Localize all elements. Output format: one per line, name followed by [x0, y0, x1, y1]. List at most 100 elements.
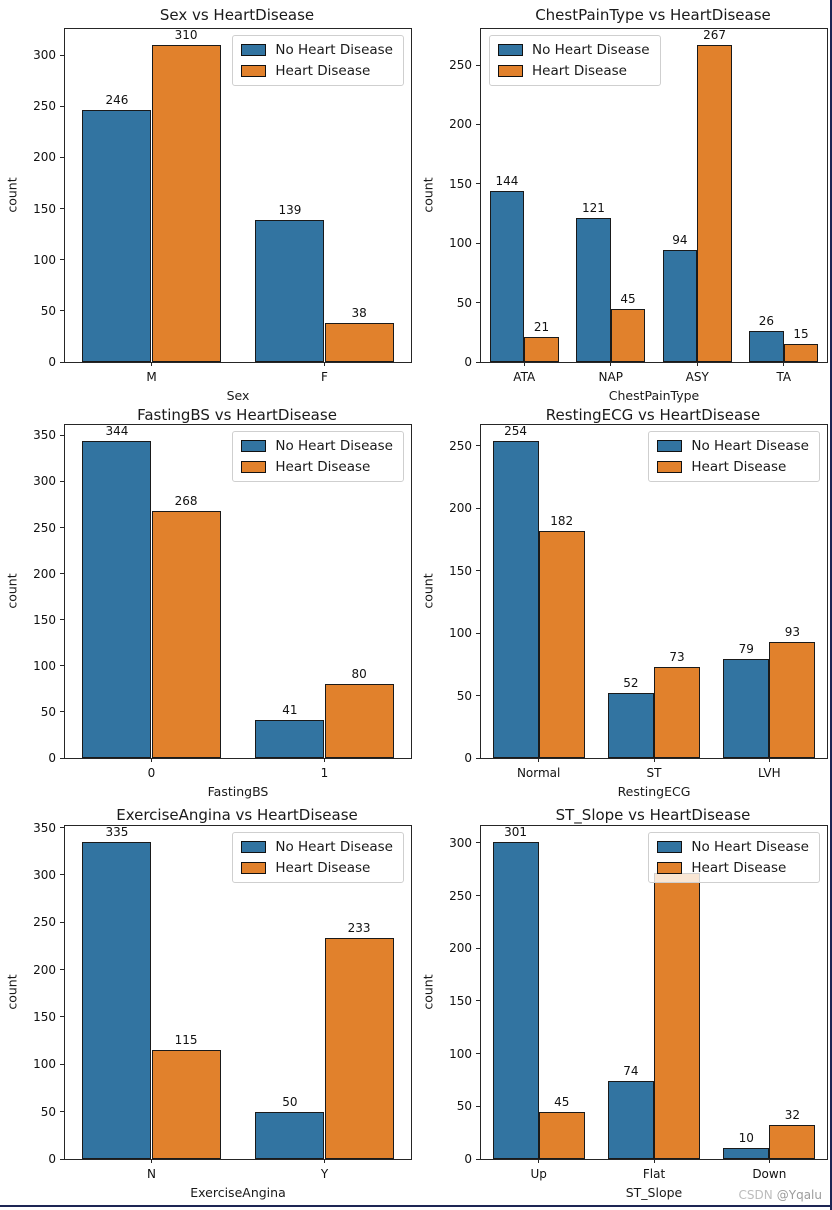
legend-swatch	[657, 841, 683, 853]
y-tick-mark	[476, 695, 480, 697]
bar-value-label: 121	[581, 201, 605, 216]
y-tick-label: 350	[33, 428, 56, 443]
x-tick-label: ST	[646, 766, 662, 780]
axes-area: 0 50 100 150 200 250 Normal 254 182 ST 52 73 LVH 79 93…	[449, 424, 828, 799]
x-tick-mark	[653, 1159, 655, 1163]
y-tick-label: 150	[449, 563, 472, 578]
x-tick-label: NAP	[598, 370, 623, 384]
y-tick-label: 100	[33, 1057, 56, 1072]
legend: No Heart Disease Heart Disease	[648, 431, 820, 482]
y-tick-label: 50	[456, 688, 472, 703]
axes-area: 0 50 100 150 200 250 300 M 246 310 F 139 38 Sex No Hea…	[33, 28, 412, 403]
y-tick-label: 200	[33, 962, 56, 977]
y-tick-mark	[476, 64, 480, 66]
x-tick-label: ASY	[685, 370, 709, 384]
bar-no-heart-disease	[492, 440, 539, 758]
x-tick-label: LVH	[758, 766, 781, 780]
bar-value-label: 246	[105, 93, 129, 108]
legend: No Heart Disease Heart Disease	[648, 832, 820, 883]
y-tick-label: 250	[33, 915, 56, 930]
y-tick-mark	[476, 842, 480, 844]
legend-swatch	[657, 862, 683, 874]
x-tick-mark	[523, 362, 525, 366]
y-tick-mark	[60, 665, 64, 667]
legend-item: No Heart Disease	[241, 42, 393, 58]
x-tick-label: TA	[776, 370, 792, 384]
bar-heart-disease	[151, 1050, 221, 1159]
bar-no-heart-disease	[255, 219, 325, 362]
y-tick-mark	[60, 827, 64, 829]
y-tick-label: 200	[449, 117, 472, 132]
y-tick-label: 100	[449, 236, 472, 251]
legend-item: Heart Disease	[498, 63, 650, 79]
bar-heart-disease	[654, 666, 701, 758]
y-tick-label: 250	[33, 520, 56, 535]
y-tick-mark	[476, 947, 480, 949]
x-tick-mark	[151, 362, 152, 366]
y-tick-label: 300	[33, 474, 56, 489]
legend-item-label: No Heart Disease	[275, 438, 393, 454]
bar-no-heart-disease	[492, 841, 539, 1159]
bar-heart-disease	[151, 44, 221, 362]
bar-value-label: 45	[554, 1094, 570, 1109]
bar-value-label: 73	[669, 649, 685, 664]
bar-no-heart-disease	[82, 110, 152, 362]
legend-swatch	[498, 44, 523, 56]
y-tick-mark	[60, 1016, 64, 1018]
y-tick-mark	[60, 259, 64, 261]
legend: No Heart Disease Heart Disease	[232, 832, 404, 883]
x-tick-label: Flat	[642, 1167, 666, 1181]
y-tick-mark	[60, 711, 64, 713]
y-tick-mark	[476, 361, 480, 363]
x-tick-mark	[151, 758, 152, 762]
bar-value-label: 268	[174, 493, 198, 508]
y-tick-mark	[476, 757, 480, 759]
y-tick-label: 200	[449, 941, 472, 956]
bar-no-heart-disease	[255, 720, 325, 758]
legend-item-label: Heart Disease	[275, 860, 371, 876]
chart-title: ChestPainType vs HeartDisease	[535, 6, 771, 24]
y-tick-label: 250	[449, 58, 472, 73]
legend-item-label: Heart Disease	[532, 63, 627, 79]
bar-heart-disease	[524, 337, 559, 362]
bar-heart-disease	[783, 344, 819, 362]
x-tick-label: 0	[147, 766, 156, 780]
bar-no-heart-disease	[82, 841, 152, 1159]
bar-value-label: 144	[495, 173, 519, 188]
y-tick-mark	[476, 1053, 480, 1055]
bar-value-label: 79	[738, 642, 754, 657]
y-tick-label: 50	[40, 303, 56, 318]
x-axis-label: RestingECG	[617, 784, 691, 799]
y-tick-mark	[60, 361, 64, 363]
y-tick-label: 350	[33, 820, 56, 835]
x-axis-label: ExerciseAngina	[190, 1185, 286, 1200]
chart-title: ExerciseAngina vs HeartDisease	[116, 806, 358, 824]
legend-swatch	[241, 440, 267, 452]
bar-no-heart-disease	[749, 331, 784, 362]
bar-value-label: 301	[504, 824, 528, 839]
chart-title: RestingECG vs HeartDisease	[545, 406, 761, 424]
y-tick-mark	[60, 434, 64, 436]
legend-swatch	[657, 440, 683, 452]
legend-item-label: Heart Disease	[275, 63, 371, 79]
x-axis-label: Sex	[226, 388, 250, 403]
y-tick-mark	[60, 619, 64, 621]
legend-item: No Heart Disease	[498, 42, 650, 58]
legend-swatch	[241, 461, 267, 473]
legend-item: No Heart Disease	[657, 839, 809, 855]
legend-item-label: Heart Disease	[691, 860, 787, 876]
y-tick-mark	[60, 156, 64, 158]
y-tick-label: 0	[48, 751, 56, 765]
x-tick-mark	[768, 1159, 770, 1163]
bar-value-label: 139	[278, 202, 302, 217]
y-tick-label: 150	[33, 1009, 56, 1024]
y-tick-mark	[476, 1105, 480, 1107]
bar-value-label: 41	[282, 703, 298, 718]
y-tick-mark	[476, 183, 480, 185]
legend-item-label: Heart Disease	[691, 459, 787, 475]
legend-swatch	[498, 65, 523, 77]
y-tick-mark	[60, 480, 64, 482]
x-tick-mark	[324, 1159, 325, 1163]
y-tick-label: 100	[449, 1046, 472, 1061]
